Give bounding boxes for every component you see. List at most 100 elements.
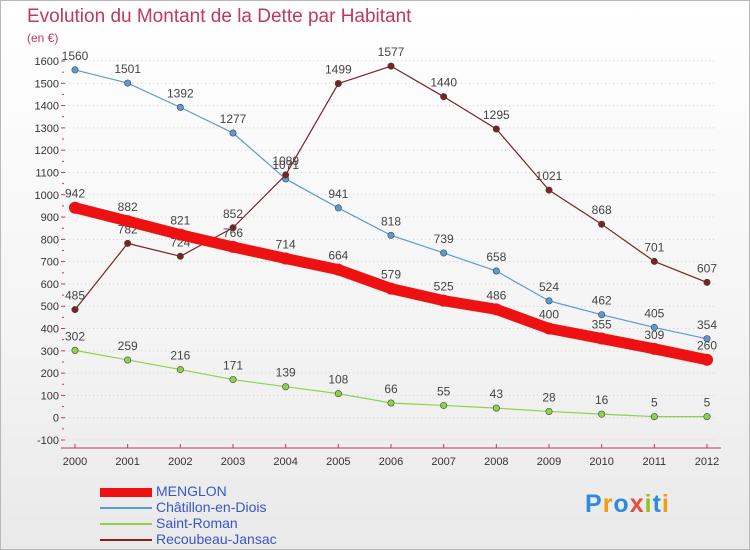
data-label: 5 (704, 396, 711, 410)
y-tick-label: 1600 (35, 56, 59, 68)
y-tick-label: 900 (41, 212, 59, 224)
data-point (334, 204, 342, 212)
data-label: 868 (592, 203, 612, 217)
data-label: 354 (697, 318, 717, 332)
data-point (229, 224, 237, 232)
data-point (229, 129, 237, 137)
data-point (334, 80, 342, 88)
x-tick-label: 2005 (326, 456, 350, 468)
proxiti-logo: Proxiti (585, 490, 670, 519)
data-label: 882 (118, 200, 138, 214)
data-label: 485 (65, 289, 85, 303)
data-point (71, 346, 79, 354)
data-point (650, 323, 658, 331)
data-point (69, 201, 81, 214)
logo-letter: x (629, 490, 645, 518)
y-tick-label: 300 (41, 346, 59, 358)
x-tick-label: 2003 (221, 456, 245, 468)
series-line-ch-tillon-en-diois (74, 69, 708, 340)
data-point (440, 401, 448, 409)
y-tick-label: 700 (41, 257, 59, 269)
legend-swatch (100, 487, 152, 497)
logo-letter: o (613, 490, 630, 518)
data-point (121, 215, 134, 228)
data-point (490, 303, 503, 316)
data-point (124, 239, 132, 247)
legend-swatch (100, 539, 152, 541)
logo-letter: i (661, 490, 670, 518)
data-label: 941 (328, 187, 348, 201)
data-label: 462 (592, 294, 612, 308)
data-point (703, 335, 711, 343)
data-label: 216 (170, 349, 190, 363)
data-point (598, 410, 606, 418)
data-point (437, 294, 450, 307)
data-label: 524 (539, 280, 559, 294)
x-tick-label: 2007 (431, 456, 455, 468)
data-point (332, 263, 345, 276)
data-label: 1501 (114, 62, 141, 76)
legend-label: Recoubeau-Jansac (156, 531, 277, 547)
data-label: 355 (592, 318, 612, 332)
y-tick-label: 1000 (35, 190, 59, 202)
data-point (279, 252, 292, 265)
data-label: 171 (223, 359, 243, 373)
data-point (124, 79, 132, 87)
x-tick-label: 2000 (63, 456, 87, 468)
data-label: 525 (434, 280, 454, 294)
data-label: 664 (328, 249, 348, 263)
y-tick-label: 1300 (35, 123, 59, 135)
data-point (387, 231, 395, 239)
data-point (543, 322, 555, 335)
data-label: 821 (170, 214, 190, 228)
y-tick-label: -100 (37, 435, 59, 447)
data-label: 5 (651, 396, 658, 410)
data-point (492, 404, 500, 412)
data-point (440, 93, 448, 101)
legend-swatch (100, 523, 152, 525)
data-label: 260 (697, 339, 717, 353)
data-label: 1560 (62, 49, 89, 63)
y-tick-label: 1100 (35, 167, 59, 179)
data-point (703, 413, 711, 421)
data-label: 1277 (220, 112, 247, 126)
data-point (492, 125, 500, 133)
data-point (176, 103, 184, 111)
legend-swatch (100, 507, 152, 509)
data-point (334, 390, 342, 398)
data-label: 942 (65, 187, 85, 201)
y-tick-label: 0 (53, 413, 59, 425)
data-label: 766 (223, 226, 243, 240)
x-tick-label: 2004 (273, 456, 297, 468)
y-tick-label: 200 (41, 368, 59, 380)
y-tick-label: 1400 (35, 101, 59, 113)
y-tick-label: 600 (41, 279, 59, 291)
data-point (545, 186, 553, 194)
data-label: 108 (328, 373, 348, 387)
legend-label: Châtillon-en-Diois (156, 499, 267, 515)
data-label: 259 (118, 339, 138, 353)
data-label: 1440 (430, 76, 457, 90)
data-point (701, 353, 713, 366)
data-label: 1071 (272, 158, 299, 172)
data-label: 818 (381, 214, 401, 228)
data-point (598, 220, 606, 228)
data-point (595, 332, 608, 345)
data-label: 139 (276, 366, 296, 380)
data-label: 607 (697, 261, 717, 275)
data-label: 1021 (536, 169, 563, 183)
data-point (176, 366, 184, 374)
data-label: 16 (595, 393, 609, 407)
data-label: 852 (223, 207, 243, 221)
data-label: 1499 (325, 63, 352, 77)
data-point (545, 407, 553, 415)
data-point (385, 282, 397, 295)
x-tick-label: 2001 (115, 456, 139, 468)
data-point (598, 311, 606, 319)
data-point (282, 171, 290, 179)
data-label: 1295 (483, 108, 510, 122)
logo-letter: P (585, 490, 603, 518)
data-point (440, 249, 448, 257)
